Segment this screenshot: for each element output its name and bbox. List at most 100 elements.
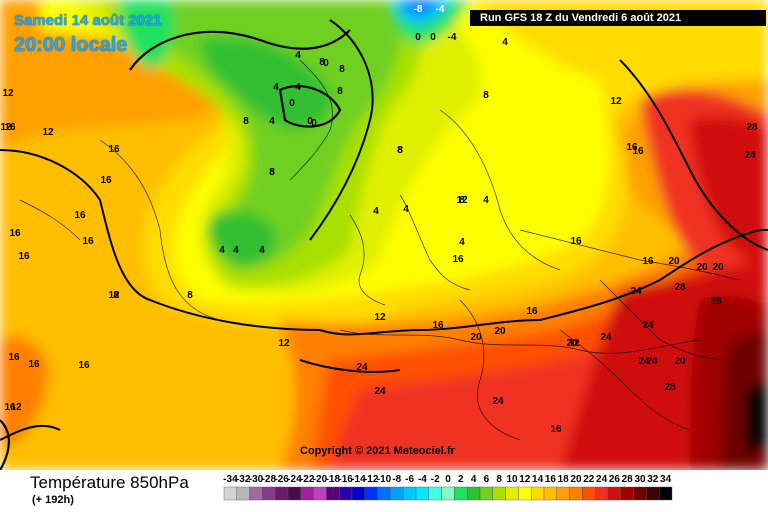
legend-tick-label: 0 <box>445 474 451 485</box>
isotherm-value-label: 4 <box>502 37 508 48</box>
forecast-date: Samedi 14 août 2021 <box>14 12 162 29</box>
isotherm-value-label: 16 <box>452 254 464 265</box>
legend-swatch <box>492 486 506 501</box>
isotherm-value-label: 16 <box>18 251 30 262</box>
legend-swatch <box>403 486 417 501</box>
isotherm-value-label: 16 <box>28 359 40 370</box>
legend-tick-label: 10 <box>506 474 518 485</box>
isotherm-value-label: 12 <box>456 195 468 206</box>
isotherm-value-label: 4 <box>273 82 279 93</box>
isotherm-value-label: 20 <box>712 262 724 273</box>
legend-swatch <box>275 486 289 501</box>
isotherm-value-label: 4 <box>459 237 465 248</box>
isotherm-value-label: 20 <box>494 326 506 337</box>
isotherm-value-label: -4 <box>448 32 457 43</box>
legend-swatch <box>518 486 532 501</box>
isotherm-value-label: 16 <box>82 236 94 247</box>
isotherm-value-label: 12 <box>0 122 12 133</box>
legend-tick-label: -28 <box>262 474 277 485</box>
isotherm-value-label: 12 <box>108 290 120 301</box>
legend-swatch <box>569 486 583 501</box>
isotherm-value-label: 12 <box>2 88 14 99</box>
legend-tick-label: -18 <box>326 474 341 485</box>
isotherm-value-label: 8 <box>339 64 345 75</box>
isotherm-value-label: 8 <box>459 195 465 206</box>
isotherm-value-label: 8 <box>337 86 343 97</box>
legend-swatch <box>467 486 481 501</box>
isotherm-value-label: 12 <box>10 402 22 413</box>
isotherm-value-label: 4 <box>483 195 489 206</box>
isotherm-value-label: 8 <box>113 290 119 301</box>
isotherm-value-label: 4 <box>403 204 409 215</box>
isotherm-value-label: 16 <box>626 142 638 153</box>
legend-tick-label: -24 <box>287 474 302 485</box>
isotherm-value-label: 0 <box>323 58 329 69</box>
isotherm-value-label: 12 <box>610 96 622 107</box>
legend-tick-label: 2 <box>458 474 464 485</box>
isotherm-value-label: 20 <box>674 356 686 367</box>
legend-swatch <box>582 486 596 501</box>
legend-swatch <box>300 486 314 501</box>
isotherm-value-label: 20 <box>668 256 680 267</box>
isotherm-value-label: 4 <box>233 245 239 256</box>
legend-swatch <box>646 486 660 501</box>
isotherm-value-label: 16 <box>642 256 654 267</box>
legend-tick-label: 24 <box>596 474 608 485</box>
isotherm-value-label: 24 <box>646 356 658 367</box>
legend-swatch <box>531 486 545 501</box>
legend-swatch <box>339 486 353 501</box>
legend-swatch <box>249 486 263 501</box>
legend-tick-label: -4 <box>418 474 427 485</box>
isotherm-value-label: 4 <box>259 245 265 256</box>
legend-swatch <box>454 486 468 501</box>
isotherm-value-label: 16 <box>78 360 90 371</box>
isotherm-value-label: 0 <box>289 98 295 109</box>
isotherm-value-label: 8 <box>483 90 489 101</box>
isotherm-value-label: 16 <box>4 122 16 133</box>
isotherm-value-label: 12 <box>374 312 386 323</box>
isotherm-value-label: 24 <box>638 356 650 367</box>
legend-tick-label: -16 <box>338 474 353 485</box>
isotherm-value-label: 28 <box>664 382 676 393</box>
legend-swatch <box>262 486 276 501</box>
forecast-lead-time: (+ 192h) <box>32 494 74 506</box>
temperature-legend: -34-32-30-28-26-24-22-20-18-16-14-12-10-… <box>223 474 673 501</box>
legend-tick-label: -10 <box>377 474 392 485</box>
legend-swatch <box>428 486 442 501</box>
legend-swatch <box>441 486 455 501</box>
legend-swatch <box>633 486 647 501</box>
isotherm-value-label: 8 <box>269 167 275 178</box>
isotherm-value-label: 16 <box>550 424 562 435</box>
legend-swatch <box>415 486 430 501</box>
legend-swatch <box>351 486 366 501</box>
legend-swatch <box>659 486 673 501</box>
legend-swatch <box>364 486 378 501</box>
isotherm-value-label: 16 <box>526 306 538 317</box>
legend-tick-label: 14 <box>532 474 544 485</box>
isotherm-value-label: 24 <box>642 320 654 331</box>
legend-tick-label: 20 <box>570 474 582 485</box>
isotherm-value-label: 0 <box>430 32 436 43</box>
isotherm-value-label: 24 <box>744 150 756 161</box>
isotherm-value-label: 28 <box>746 122 758 133</box>
isotherm-value-label: 20 <box>696 262 708 273</box>
legend-swatch <box>595 486 609 501</box>
legend-tick-label: -22 <box>300 474 315 485</box>
legend-tick-label: 22 <box>583 474 595 485</box>
isotherm-value-label: 16 <box>8 352 20 363</box>
isotherm-value-label: 8 <box>397 145 403 156</box>
legend-tick-label: 26 <box>609 474 621 485</box>
legend-swatch <box>505 486 519 501</box>
isotherm-value-label: 12 <box>42 127 54 138</box>
isotherm-value-label: 4 <box>219 245 225 256</box>
isotherm-value-label: 16 <box>9 228 21 239</box>
isotherm-value-label: 20 <box>566 338 578 349</box>
isotherm-value-label: 8 <box>187 290 193 301</box>
legend-tick-label: 28 <box>622 474 634 485</box>
temperature-map: -8 -40 -40 44408048040884888121212161616161… <box>0 0 768 470</box>
legend-tick-label: 6 <box>484 474 490 485</box>
legend-tick-label: 4 <box>471 474 477 485</box>
isotherm-value-label: 8 <box>397 145 403 156</box>
legend-tick-label: -26 <box>274 474 289 485</box>
legend-swatch <box>479 486 494 501</box>
